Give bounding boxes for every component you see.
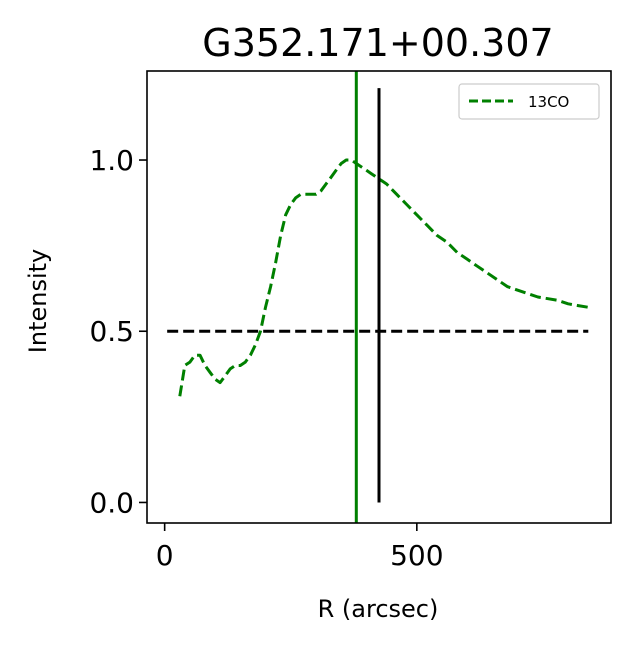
legend: 13CO [458, 83, 600, 120]
x-axis-ticks: 0 500 [156, 523, 444, 572]
y-tick-label-1: 0.5 [89, 315, 134, 348]
x-tick-label-1: 500 [390, 539, 443, 572]
x-axis-label: R (arcsec) [318, 595, 439, 623]
series-group [178, 158, 589, 397]
vertical-reference-lines [354, 71, 381, 523]
plot-area [146, 70, 612, 524]
y-tick-label-0: 0.0 [89, 486, 134, 519]
y-axis-ticks: 0.0 0.5 1.0 [89, 144, 147, 519]
y-tick-label-2: 1.0 [89, 144, 134, 177]
legend-entry-13co: 13CO [528, 93, 569, 111]
plot-frame [146, 70, 612, 524]
legend-box [458, 83, 600, 120]
y-axis-label: Intensity [24, 249, 52, 353]
x-tick-label-0: 0 [156, 539, 174, 572]
chart-title: G352.171+00.307 [202, 21, 553, 65]
series-line-13co [178, 158, 589, 397]
